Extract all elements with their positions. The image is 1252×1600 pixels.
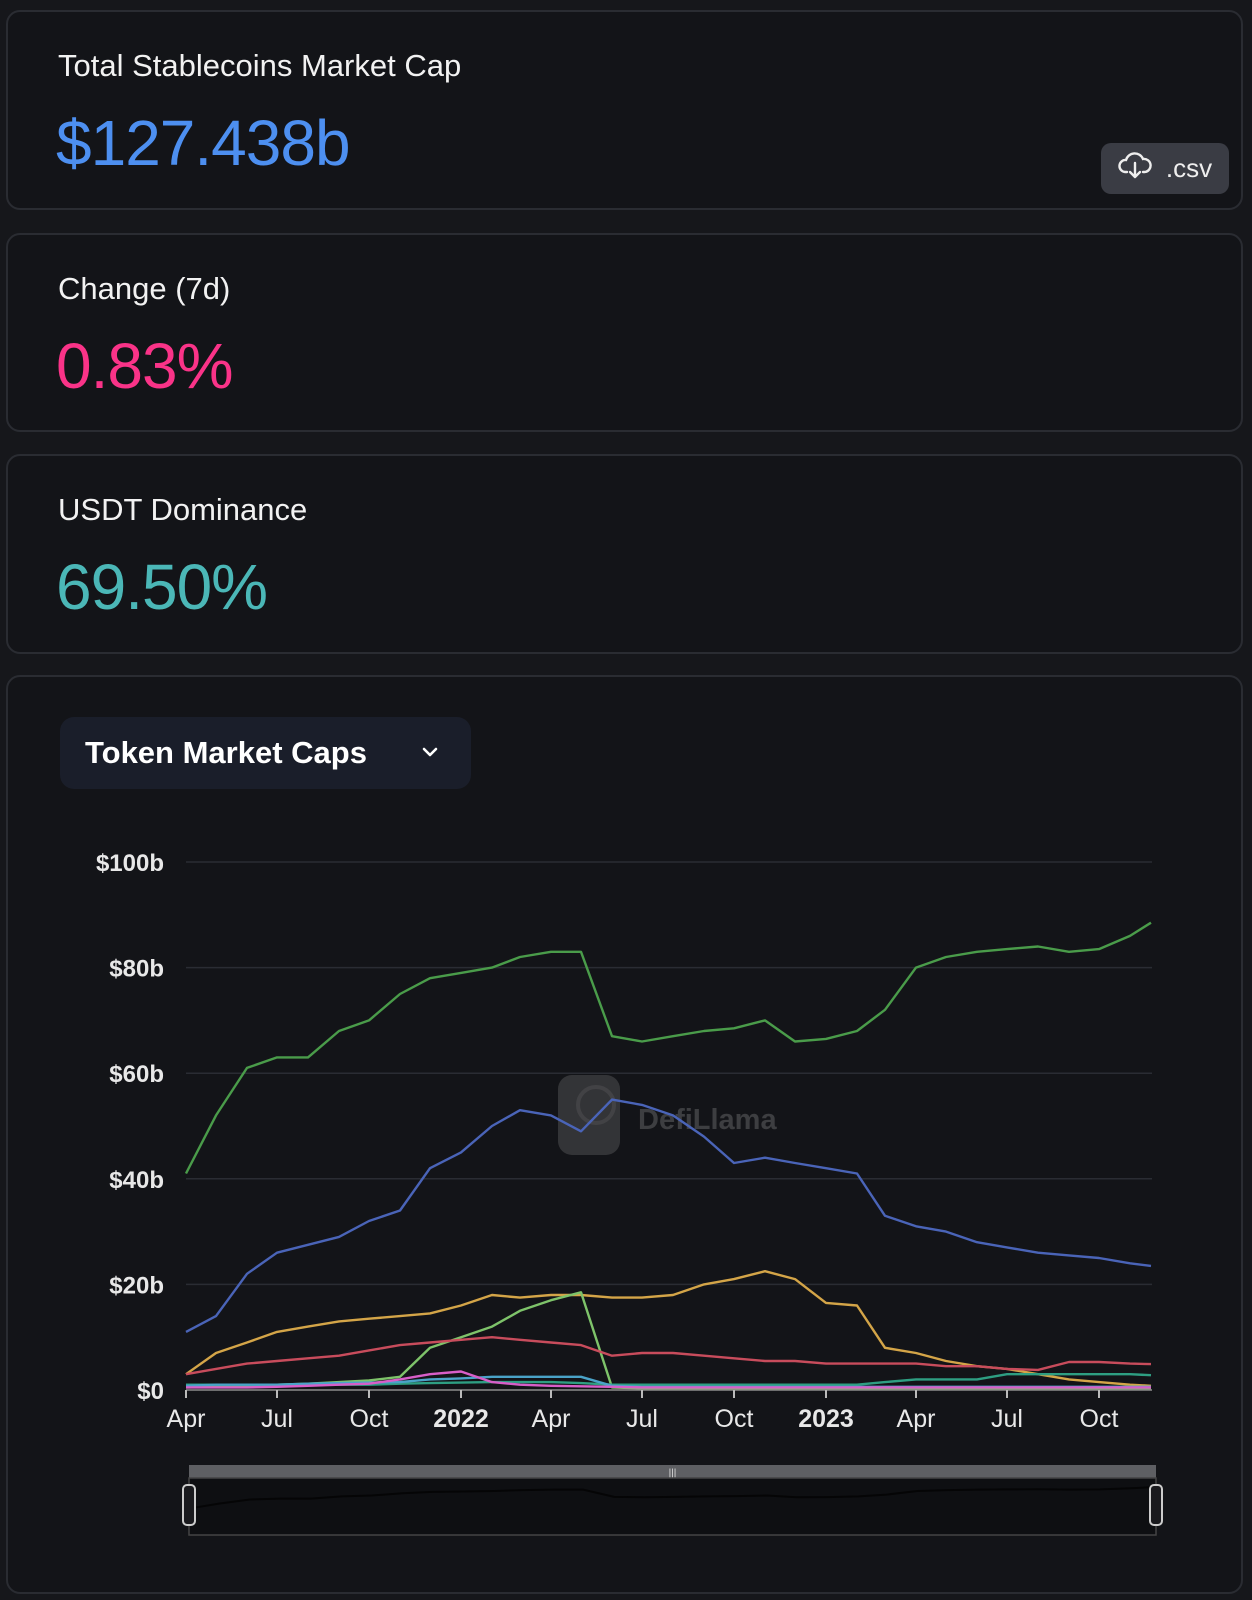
zoom-slider[interactable]: |||	[182, 1465, 1163, 1536]
usdt-dominance-label: USDT Dominance	[58, 492, 308, 527]
x-tick-label: Apr	[897, 1405, 936, 1433]
slider-left-handle[interactable]	[182, 1484, 196, 1526]
csv-label: .csv	[1165, 153, 1213, 183]
chart-card: Token Market Caps DefiLlama $0 $20b $40b $6…	[6, 675, 1243, 1594]
slider-right-handle[interactable]	[1149, 1484, 1163, 1526]
watermark-text: DefiLlama	[638, 1104, 777, 1136]
change-7d-value: 0.83%	[56, 330, 233, 402]
chevron-down-icon	[415, 737, 445, 775]
x-tick-label: Jul	[626, 1405, 658, 1433]
slider-preview-line	[188, 1486, 1153, 1510]
x-tick-label: Oct	[350, 1405, 389, 1433]
y-tick-label: $100b	[96, 850, 164, 877]
chart-type-dropdown[interactable]: Token Market Caps	[60, 717, 471, 789]
x-tick-label: Jul	[261, 1405, 293, 1433]
series-line-7	[186, 1370, 1151, 1389]
y-tick-label: $40b	[109, 1167, 164, 1194]
x-tick-label: Apr	[167, 1405, 206, 1433]
usdt-dominance-value: 69.50%	[56, 551, 268, 623]
chart-type-label: Token Market Caps	[85, 735, 367, 770]
x-tick-label: 2022	[433, 1405, 489, 1433]
x-tick-label: Jul	[991, 1405, 1023, 1433]
x-tick-label: Oct	[1080, 1405, 1119, 1433]
change-7d-label: Change (7d)	[58, 271, 231, 306]
y-tick-label: $60b	[109, 1061, 164, 1088]
x-tick-label: 2023	[798, 1405, 854, 1433]
y-tick-label: $0	[137, 1378, 164, 1405]
cloud-download-icon	[1118, 150, 1152, 187]
slider-grip-icon: |||	[669, 1468, 677, 1479]
download-csv-button[interactable]: .csv	[1101, 143, 1229, 194]
total-market-cap-label: Total Stablecoins Market Cap	[58, 48, 462, 83]
y-tick-label: $20b	[109, 1272, 164, 1299]
y-tick-label: $80b	[109, 956, 164, 983]
x-tick-label: Oct	[715, 1405, 754, 1433]
x-tick-label: Apr	[532, 1405, 571, 1433]
defillama-watermark: DefiLlama	[558, 1075, 777, 1155]
slider-window	[188, 1477, 1157, 1536]
usdt-dominance-card: USDT Dominance 69.50%	[6, 454, 1243, 654]
change-7d-card: Change (7d) 0.83%	[6, 233, 1243, 432]
slider-drag-bar	[189, 1465, 1156, 1478]
series-line-4	[185, 1336, 1152, 1376]
series-line-0	[184, 921, 1152, 1175]
total-market-cap-value: $127.438b	[56, 107, 351, 179]
total-market-cap-card: Total Stablecoins Market Cap $127.438b .…	[6, 10, 1243, 210]
series-line-1	[185, 1098, 1152, 1333]
token-market-caps-chart[interactable]: DefiLlama $0 $20b $40b $60b $80b $100b Apr Jul O…	[6, 675, 1243, 1594]
